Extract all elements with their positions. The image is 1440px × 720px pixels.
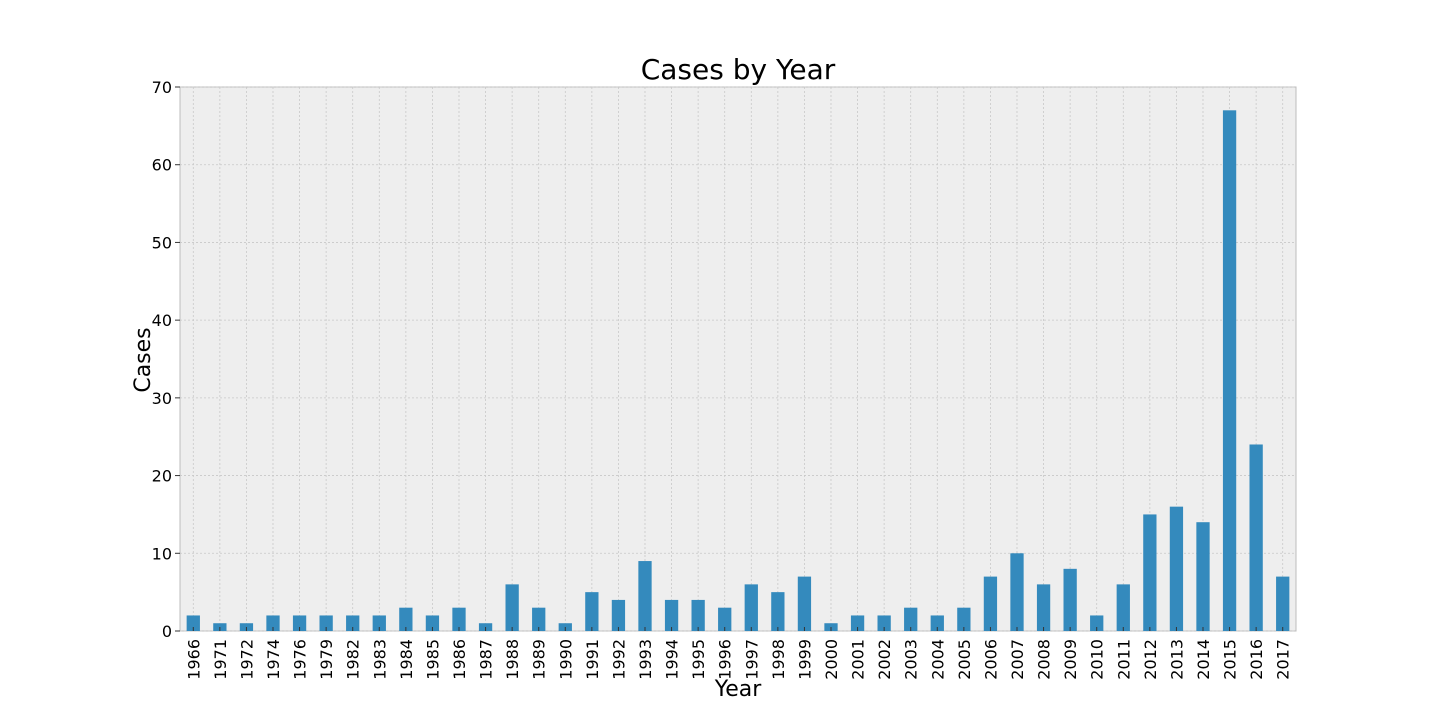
x-tick-label: 2005 [955,639,974,680]
y-tick-label: 10 [152,544,172,563]
bar-1998 [771,592,785,631]
bar-2006 [983,576,998,631]
bar-1992 [611,599,626,631]
x-tick-label: 1971 [211,639,230,680]
x-tick-label: 2014 [1194,639,1213,680]
plot-area [179,86,1297,632]
bar-2003 [904,607,918,631]
x-tick-label: 2008 [1035,639,1054,680]
bar-2013 [1169,506,1184,631]
x-tick-label: 2001 [849,639,868,680]
y-axis-ticks: 0 10 20 30 40 50 60 70 [152,78,180,641]
x-axis-label: Year [714,677,763,702]
x-tick-label: 1994 [663,639,682,680]
x-tick-label: 1989 [530,639,549,680]
y-tick-label: 30 [152,389,172,408]
x-tick-label: 1984 [397,639,416,680]
x-tick-label: 1996 [716,639,735,680]
bar-1993 [638,561,652,631]
bar-1991 [585,592,599,631]
x-tick-label: 1992 [609,639,628,680]
x-tick-label: 1990 [556,639,575,680]
x-tick-label: 1974 [264,639,283,680]
y-tick-label: 50 [152,233,172,252]
bar-2011 [1116,584,1130,631]
x-tick-label: 1988 [503,639,522,680]
bar-2008 [1036,584,1051,631]
x-tick-label: 1991 [583,639,602,680]
x-tick-label: 1979 [317,639,336,680]
bar-1995 [691,599,705,631]
y-tick-label: 40 [152,311,172,330]
x-axis-ticks: 1966 1971 1972 1974 1976 1979 1982 1983 1984 1985… [184,627,1293,680]
y-tick-label: 60 [152,156,172,175]
x-tick-label: 2002 [875,639,894,680]
x-tick-label: 2003 [902,639,921,680]
bar-2017 [1276,576,1290,631]
x-tick-label: 2007 [1008,639,1027,680]
bar-1986 [452,607,466,631]
y-tick-label: 0 [162,622,172,641]
bar-2010 [1090,615,1104,631]
bar-1966 [186,615,200,631]
bar-2001 [850,615,865,631]
bar-1994 [664,599,679,631]
x-tick-label: 1985 [423,639,442,680]
bar-2014 [1196,522,1210,631]
bar-1974 [266,615,280,631]
x-tick-label: 1982 [344,639,363,680]
x-tick-label: 2015 [1221,639,1240,680]
bar-1982 [346,615,360,631]
x-tick-label: 1993 [636,639,655,680]
x-tick-label: 2013 [1167,639,1186,680]
y-tick-label: 70 [152,78,172,97]
bar-1976 [292,615,307,631]
bar-1983 [372,615,386,631]
bar-1989 [532,607,546,631]
x-tick-label: 1983 [370,639,389,680]
x-tick-label: 2012 [1141,639,1160,680]
bar-2002 [877,615,891,631]
bar-2016 [1249,444,1263,631]
y-tick-label: 20 [152,467,172,486]
bar-2007 [1010,553,1024,631]
x-tick-label: 1998 [769,639,788,680]
bar-1985 [425,615,440,631]
bar-1997 [744,584,758,631]
x-tick-label: 2010 [1088,639,1107,680]
x-tick-label: 1986 [450,639,469,680]
bar-1996 [718,607,732,631]
x-tick-label: 1966 [184,639,203,680]
x-tick-label: 1972 [237,639,256,680]
grid-lines [180,86,1296,632]
x-tick-label: 2016 [1247,639,1266,680]
bar-2009 [1063,568,1077,631]
bar-2004 [930,615,944,631]
x-tick-label: 2009 [1061,639,1080,680]
x-tick-label: 1976 [291,639,310,680]
x-tick-label: 1997 [742,639,761,680]
bar-1984 [399,607,413,631]
x-tick-label: 1987 [477,639,496,680]
bar-2015 [1222,110,1237,632]
chart-title: Cases by Year [641,53,836,86]
x-tick-label: 2011 [1114,639,1133,680]
bar-2005 [957,607,971,631]
bar-1999 [797,576,812,631]
bar-1988 [505,584,519,631]
bar-1979 [319,615,333,631]
x-tick-label: 2017 [1274,639,1293,680]
y-axis-label: Cases [131,327,156,392]
x-tick-label: 2004 [928,639,947,680]
x-tick-label: 2006 [981,639,1000,680]
bar-2012 [1143,514,1157,631]
x-tick-label: 1999 [795,639,814,680]
x-tick-label: 1995 [689,639,708,680]
x-tick-label: 2000 [822,639,841,680]
